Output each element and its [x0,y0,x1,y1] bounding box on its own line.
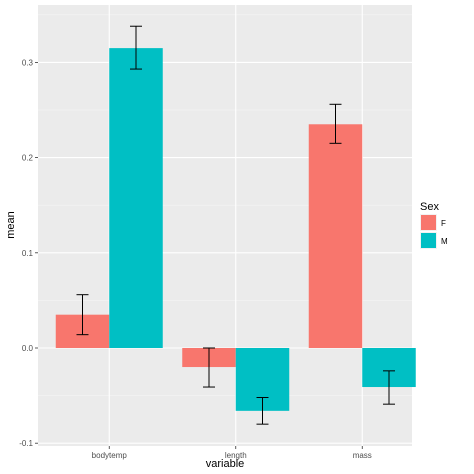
bars [55,48,416,411]
x-axis-title: variable [206,458,245,470]
y-axis-title: mean [5,211,17,239]
x-tick-label: bodytemp [92,451,128,460]
bar-F-mass [308,124,363,348]
legend: Sex FM [420,201,448,249]
bar-M-bodytemp [109,48,163,349]
y-tick-label: -0.1 [19,439,33,448]
legend-swatch-F [421,215,436,230]
y-tick-label: 0.2 [22,154,34,163]
y-tick-label: 0.3 [22,58,34,67]
legend-label-F: F [441,219,446,228]
x-tick-label: length [225,451,247,460]
y-axis: -0.1 0.0 0.1 0.2 0.3 [19,58,38,448]
y-tick-label: 0.1 [22,249,34,258]
legend-title: Sex [420,201,439,213]
error-bars [76,25,395,425]
legend-label-M: M [441,237,448,246]
y-tick-label: 0.0 [22,344,34,353]
x-tick-label: mass [353,451,372,460]
x-axis: bodytemp length mass [92,446,372,460]
legend-swatch-M [421,233,436,248]
